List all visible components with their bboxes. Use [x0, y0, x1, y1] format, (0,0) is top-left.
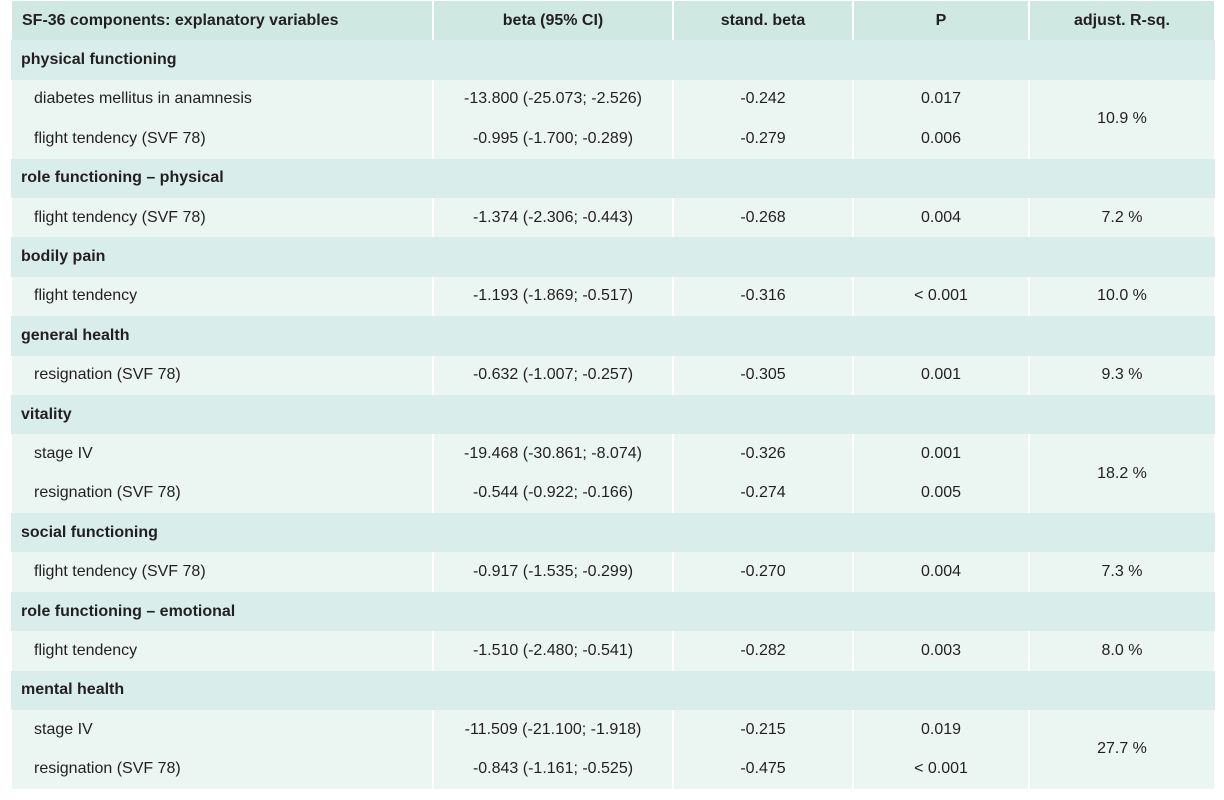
data-row: flight tendency (SVF 78) -1.374 (-2.306; …: [10, 197, 1216, 238]
value-cell: < 0.001: [852, 749, 1030, 789]
value-cell: -1.193 (-1.869; -0.517): [432, 276, 674, 317]
group-title: physical functioning: [11, 40, 1215, 80]
value-cell: -19.468 (-30.861; -8.074): [432, 434, 674, 474]
data-row: diabetes mellitus in anamnesis -13.800 (-…: [10, 79, 1216, 159]
data-row: stage IV -11.509 (-21.100; -1.918) -0.215 0…: [10, 710, 1216, 789]
value-cell: -0.282: [672, 631, 854, 671]
value-cell: -0.270: [672, 552, 854, 592]
value-cell: -1.374 (-2.306; -0.443): [432, 197, 674, 238]
data-row: flight tendency -1.193 (-1.869; -0.517) -0…: [10, 276, 1216, 317]
header-cell: P: [852, 1, 1030, 41]
group-title: mental health: [11, 670, 1215, 711]
group-title: role functioning – emotional: [11, 591, 1215, 632]
variable: stage IV: [10, 710, 434, 750]
data-row: flight tendency -1.510 (-2.480; -0.541) -0…: [10, 631, 1216, 671]
r-squared: 7.3 %: [1028, 552, 1216, 592]
group-title: role functioning – physical: [11, 158, 1215, 198]
value-cell: 0.004: [852, 197, 1030, 238]
value-cell: -1.510 (-2.480; -0.541): [432, 631, 674, 671]
variable: flight tendency (SVF 78): [10, 119, 434, 159]
value-cell: -0.544 (-0.922; -0.166): [432, 473, 674, 514]
value-cell: 0.001: [852, 355, 1030, 395]
group-title: bodily pain: [11, 237, 1215, 277]
data-row: stage IV -19.468 (-30.861; -8.074) -0.326 0…: [10, 434, 1216, 514]
group-row: general health: [11, 316, 1215, 356]
value-cell: 0.005: [852, 473, 1030, 514]
variable: diabetes mellitus in anamnesis: [10, 79, 434, 120]
r-squared: 10.0 %: [1028, 276, 1216, 317]
value-cell: -0.242: [672, 79, 854, 120]
group-row: role functioning – physical: [11, 158, 1215, 198]
r-squared: 27.7 %: [1028, 710, 1216, 789]
value-cell: -0.215: [672, 710, 854, 750]
value-cell: -0.326: [672, 434, 854, 474]
data-row: flight tendency (SVF 78) -0.917 (-1.535; …: [10, 552, 1216, 592]
value-cell: 0.019: [852, 710, 1030, 750]
variable: resignation (SVF 78): [10, 749, 434, 789]
variable: flight tendency (SVF 78): [10, 552, 434, 592]
value-cell: -0.995 (-1.700; -0.289): [432, 119, 674, 159]
r-squared: 9.3 %: [1028, 355, 1216, 395]
value-cell: -11.509 (-21.100; -1.918): [432, 710, 674, 750]
group-row: role functioning – emotional: [11, 591, 1215, 632]
group-title: social functioning: [11, 513, 1215, 553]
variable: flight tendency (SVF 78): [10, 197, 434, 238]
group-row: bodily pain: [11, 237, 1215, 277]
value-cell: -0.268: [672, 197, 854, 238]
value-cell: -0.917 (-1.535; -0.299): [432, 552, 674, 592]
header-cell: beta (95% CI): [432, 1, 674, 41]
header-row: SF-36 components: explanatory variables b…: [10, 1, 1216, 41]
r-squared: 8.0 %: [1028, 631, 1216, 671]
variable: resignation (SVF 78): [10, 473, 434, 514]
value-cell: -0.274: [672, 473, 854, 514]
variable: resignation (SVF 78): [10, 355, 434, 395]
header-cell: adjust. R-sq.: [1028, 1, 1216, 41]
data-row: resignation (SVF 78) -0.843 (-1.161; -0.5…: [10, 749, 1215, 789]
r-squared: 10.9 %: [1028, 79, 1216, 159]
value-cell: -0.279: [672, 119, 854, 159]
value-cell: -0.475: [672, 749, 854, 789]
value-cell: -0.843 (-1.161; -0.525): [432, 749, 674, 789]
group-row: physical functioning: [11, 40, 1215, 80]
group-row: vitality: [11, 394, 1215, 435]
group-title: general health: [11, 316, 1215, 356]
data-row: flight tendency (SVF 78) -0.995 (-1.700; …: [10, 119, 1215, 159]
group-row: mental health: [11, 670, 1215, 711]
value-cell: 0.006: [852, 119, 1030, 159]
header-cell: stand. beta: [672, 1, 854, 41]
value-cell: < 0.001: [852, 276, 1030, 317]
r-squared: 18.2 %: [1028, 434, 1216, 514]
data-row: resignation (SVF 78) -0.632 (-1.007; -0.2…: [10, 355, 1216, 395]
value-cell: 0.001: [852, 434, 1030, 474]
group-title: vitality: [11, 394, 1215, 435]
variable: flight tendency: [10, 631, 434, 671]
value-cell: 0.004: [852, 552, 1030, 592]
variable: stage IV: [10, 434, 434, 474]
r-squared: 7.2 %: [1028, 197, 1216, 238]
value-cell: -0.316: [672, 276, 854, 317]
variable: flight tendency: [10, 276, 434, 317]
value-cell: -0.632 (-1.007; -0.257): [432, 355, 674, 395]
value-cell: -0.305: [672, 355, 854, 395]
value-cell: -13.800 (-25.073; -2.526): [432, 79, 674, 120]
value-cell: 0.003: [852, 631, 1030, 671]
header-cell: SF-36 components: explanatory variables: [10, 1, 434, 41]
value-cell: 0.017: [852, 79, 1030, 120]
data-row: resignation (SVF 78) -0.544 (-0.922; -0.1…: [10, 473, 1215, 514]
group-row: social functioning: [11, 513, 1215, 553]
regression-table: SF-36 components: explanatory variables b…: [10, 1, 1216, 789]
